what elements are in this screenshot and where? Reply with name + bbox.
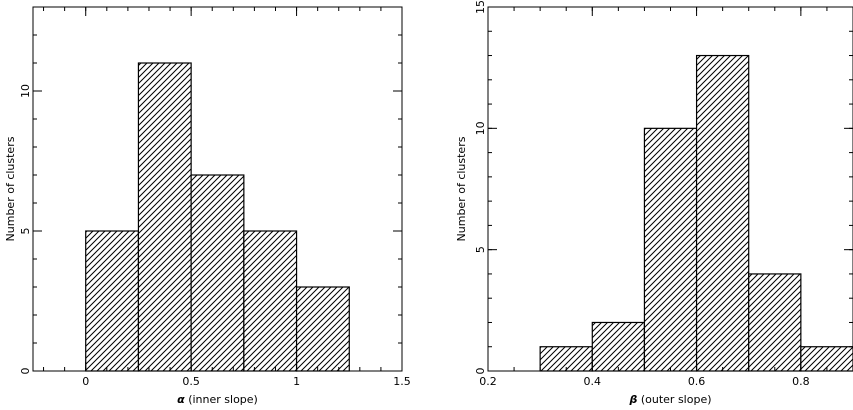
y-axis-label: Number of clusters [4,136,17,241]
x-tick-label: 0.5 [182,375,200,388]
histogram-bar [85,230,140,372]
x-axis-label: β (outer slope) [628,393,711,406]
histogram-bar [137,62,192,372]
y-tick-label: 0 [474,368,487,375]
x-axis-label: α (inner slope) [177,393,258,406]
histogram-bar [243,230,298,372]
histogram-bar [295,286,350,372]
x-tick-label: 0.8 [792,375,810,388]
x-tick-label: 1.5 [393,375,411,388]
y-axis-label: Number of clusters [455,136,468,241]
x-tick-label: 1 [293,375,300,388]
y-tick-label: 5 [474,246,487,253]
histogram-bar [695,54,750,372]
x-tick-label: 0.4 [584,375,602,388]
histogram-bar [591,321,646,372]
plot-frame [32,6,403,372]
chart-panel: 0 0.5 1 1.5 0 5 10 α (inner slope) Number of clu… [4,6,411,406]
x-tick-label: 0.6 [688,375,706,388]
chart-panel: 0.2 0.4 0.6 0.8 0 5 10 15 β (outer slope) Number … [455,0,853,406]
histogram-bar [748,273,802,372]
y-tick-label: 15 [474,0,487,14]
histogram-bar [190,174,245,372]
histogram-bar [800,346,853,372]
y-tick-label: 10 [19,84,32,98]
x-tick-label: 0 [82,375,89,388]
y-tick-label: 0 [19,368,32,375]
x-tick-label: 0.2 [479,375,497,388]
histogram-bar [643,127,698,372]
y-tick-label: 10 [474,121,487,135]
y-tick-label: 5 [19,228,32,235]
